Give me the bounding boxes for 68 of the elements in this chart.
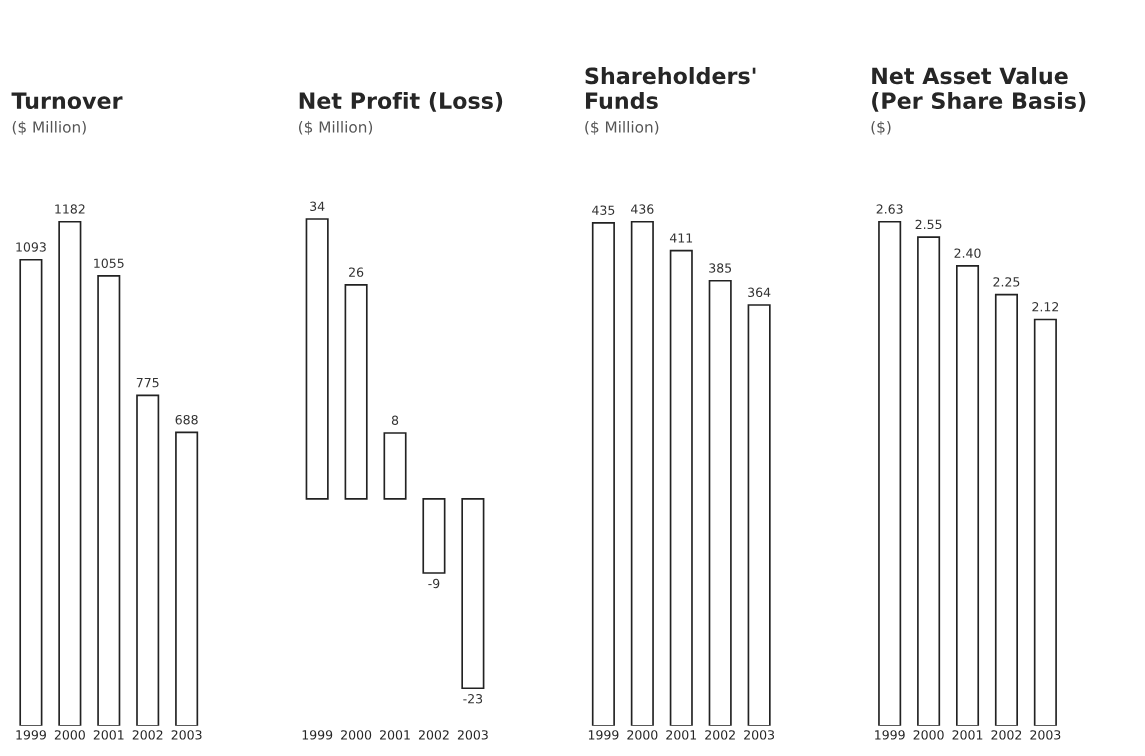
data-label: 1182	[55, 204, 85, 214]
bar	[591, 222, 615, 726]
data-label: 411	[669, 233, 693, 243]
x-tick-label: 1999	[588, 730, 619, 740]
data-label: 2.63	[876, 204, 903, 214]
bar	[708, 279, 732, 726]
data-label: 2.55	[915, 219, 942, 230]
bar	[747, 304, 771, 726]
data-label: 8	[391, 415, 399, 426]
data-label: -9	[428, 578, 440, 589]
chart-subtitle: ($ Million)	[12, 120, 86, 135]
bar	[955, 265, 980, 726]
data-label: 688	[175, 414, 198, 425]
bar	[917, 236, 941, 726]
bar	[58, 220, 82, 726]
bar	[19, 258, 43, 726]
x-tick-label: 2001	[380, 730, 410, 740]
x-tick-label: 2000	[627, 730, 658, 740]
data-label: 385	[709, 263, 732, 273]
bar	[97, 275, 121, 726]
x-tick-label: 2000	[913, 730, 944, 740]
bar	[175, 431, 199, 726]
x-tick-label: 2002	[418, 730, 449, 740]
data-label: 34	[310, 201, 325, 211]
x-tick-label: 1999	[16, 730, 46, 740]
data-label: 364	[748, 287, 771, 298]
x-tick-label: 2000	[54, 730, 85, 740]
bar	[344, 284, 368, 500]
x-tick-label: 2002	[991, 730, 1022, 740]
x-tick-label: 2002	[705, 730, 735, 740]
x-tick-label: 2002	[132, 730, 163, 740]
bar	[1033, 318, 1057, 726]
chart-title: Net Asset Value (Per Share Basis)	[872, 67, 1086, 112]
data-label: 2.25	[993, 277, 1020, 287]
data-label: -23	[463, 694, 483, 704]
bar	[461, 498, 485, 690]
bar	[994, 293, 1018, 726]
x-tick-label: 2001	[666, 730, 697, 740]
data-label: 2.12	[1032, 302, 1059, 312]
x-tick-label: 2001	[952, 730, 983, 740]
data-label: 775	[136, 378, 159, 388]
x-tick-label: 1999	[302, 730, 333, 740]
x-tick-label: 2000	[341, 730, 372, 740]
chart-subtitle: ($ Million)	[299, 120, 373, 135]
x-tick-label: 1999	[875, 730, 905, 740]
bar	[422, 498, 446, 574]
data-label: 435	[592, 205, 615, 215]
chart-subtitle: ($ Million)	[585, 120, 659, 135]
x-tick-label: 2003	[744, 730, 775, 740]
data-label: 1055	[94, 258, 124, 268]
data-label: 436	[631, 204, 654, 214]
bar	[136, 394, 160, 726]
bar	[630, 220, 654, 726]
chart-subtitle: ($)	[871, 120, 891, 135]
bar	[305, 218, 329, 500]
data-label: 26	[349, 267, 364, 277]
x-tick-label: 2001	[93, 730, 124, 740]
chart-title: Net Profit (Loss)	[299, 91, 503, 112]
bar	[878, 220, 902, 726]
x-tick-label: 2003	[1030, 730, 1061, 740]
data-label: 1093	[16, 242, 46, 252]
x-tick-label: 2003	[171, 730, 202, 740]
bar	[669, 249, 693, 726]
x-tick-label: 2003	[457, 730, 488, 740]
chart-title: Turnover	[11, 92, 123, 110]
chart-title: Shareholders' Funds	[585, 67, 756, 110]
bar	[383, 432, 407, 500]
data-label: 2.40	[954, 248, 981, 258]
